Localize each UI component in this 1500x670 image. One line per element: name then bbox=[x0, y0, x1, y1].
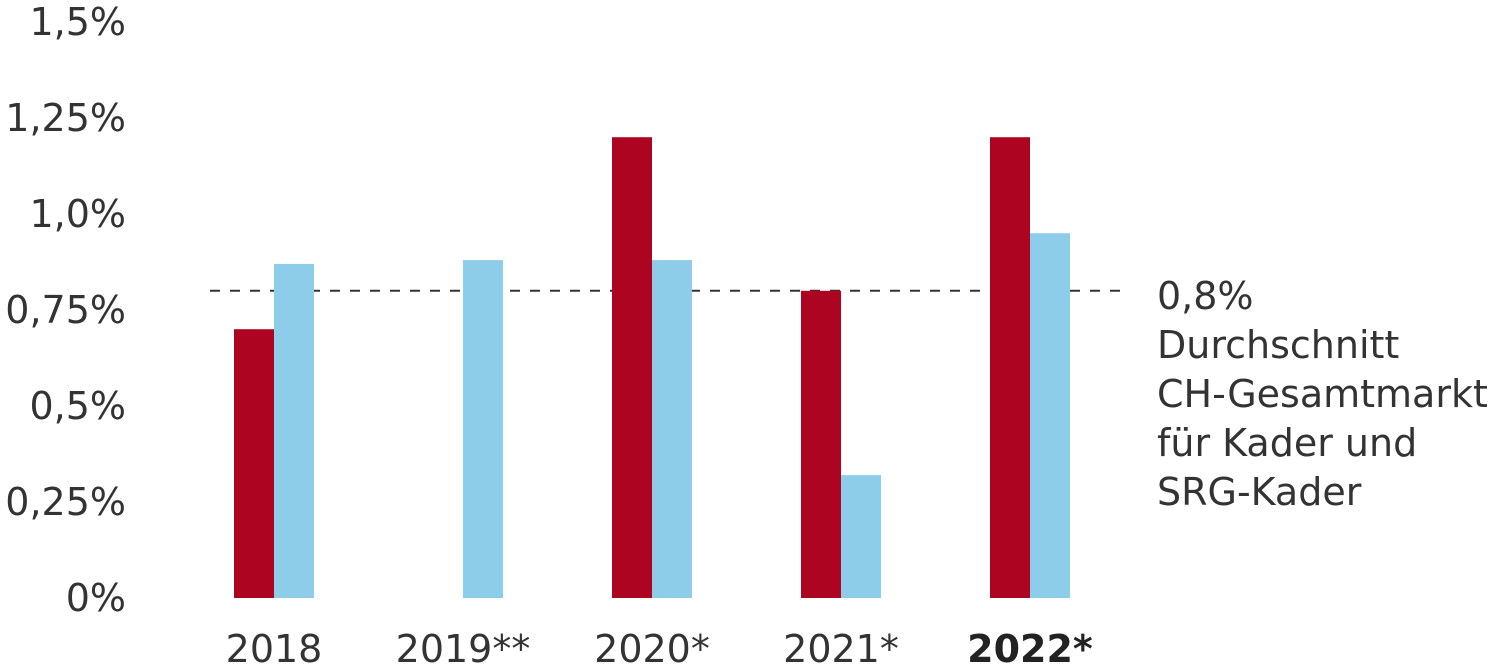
reference-label-line-1: Durchschnitt bbox=[1157, 323, 1400, 367]
x-category-label: 2018 bbox=[226, 627, 323, 670]
bar-series-2-2019 bbox=[463, 260, 503, 598]
y-tick-label: 0,75% bbox=[5, 288, 126, 332]
reference-line-annotation: 0,8% Durchschnitt CH-Gesamtmarkt für Kad… bbox=[1157, 272, 1488, 517]
y-tick-label: 1,5% bbox=[29, 0, 126, 44]
y-tick-label: 1,0% bbox=[29, 192, 126, 236]
y-tick-label: 1,25% bbox=[5, 96, 126, 140]
x-category-label: 2021* bbox=[783, 627, 899, 670]
x-axis-categories: 2018 2019** 2020* 2021* 2022* bbox=[226, 627, 1093, 670]
reference-value-label: 0,8% bbox=[1157, 274, 1254, 318]
reference-label-line-4: SRG-Kader bbox=[1157, 470, 1362, 514]
y-tick-label: 0% bbox=[66, 576, 126, 620]
bars bbox=[234, 137, 1070, 598]
reference-label-line-2: CH-Gesamtmarkt bbox=[1157, 372, 1488, 416]
bar-series-1-2022 bbox=[990, 137, 1030, 598]
bar-series-2-2021 bbox=[841, 475, 881, 598]
bar-series-1-2021 bbox=[801, 290, 841, 598]
x-category-label: 2020* bbox=[594, 627, 710, 670]
x-category-label: 2022* bbox=[967, 627, 1093, 670]
bar-series-1-2020 bbox=[612, 137, 652, 598]
bar-series-2-2022 bbox=[1030, 233, 1070, 598]
y-tick-label: 0,25% bbox=[5, 480, 126, 524]
y-axis-ticks: 0% 0,25% 0,5% 0,75% 1,0% 1,25% 1,5% bbox=[5, 0, 126, 620]
reference-label-line-3: für Kader und bbox=[1157, 421, 1418, 465]
y-tick-label: 0,5% bbox=[29, 384, 126, 428]
bar-series-2-2018 bbox=[274, 263, 314, 598]
x-category-label: 2019** bbox=[396, 627, 531, 670]
bar-series-1-2018 bbox=[234, 329, 274, 598]
bar-series-2-2020 bbox=[652, 260, 692, 598]
